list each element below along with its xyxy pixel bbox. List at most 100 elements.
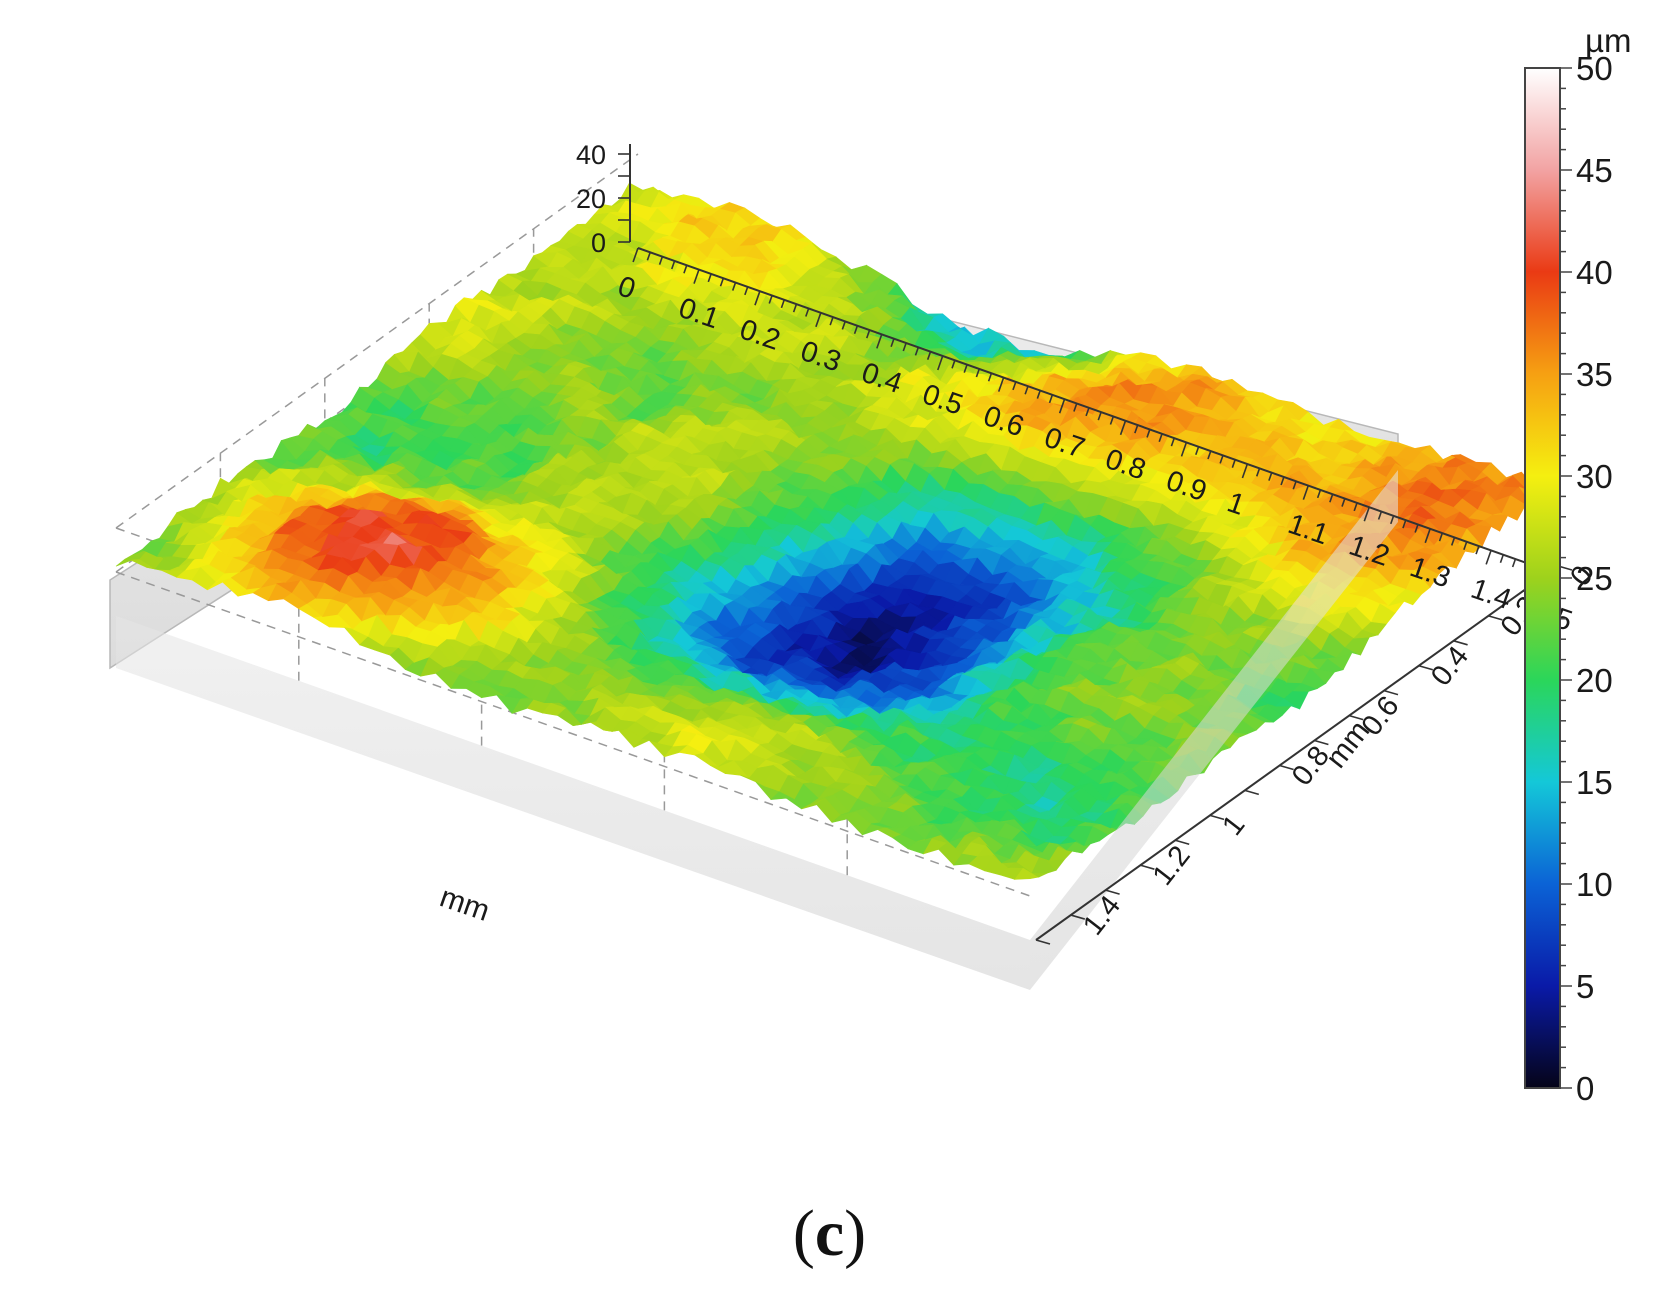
x-tick-mark — [1170, 437, 1175, 447]
y-tick-mark — [1140, 864, 1155, 870]
x-tick-mark — [1450, 537, 1456, 546]
x-tick-mark — [1231, 459, 1236, 468]
y-tick-mark — [1418, 664, 1434, 671]
colorbar-tick-label: 5 — [1576, 968, 1594, 1005]
x-tick-mark — [1511, 558, 1517, 568]
x-tick-mark — [1499, 554, 1505, 563]
colorbar-tick-label: 30 — [1576, 458, 1613, 495]
z-axis-ticks: 0 20 40 — [576, 140, 630, 258]
x-tick-mark — [731, 282, 737, 291]
y-tick-mark — [1244, 789, 1260, 796]
x-tick-mark — [1048, 394, 1054, 404]
x-tick-mark — [963, 364, 968, 373]
panel-label: (c) — [792, 1197, 867, 1270]
x-tick-mark — [997, 377, 1005, 392]
x-tick-mark — [987, 373, 993, 382]
x-tick-mark — [876, 334, 883, 349]
x-tick-mark — [1280, 476, 1285, 486]
x-tick-mark — [951, 360, 956, 369]
x-tick-mark — [1390, 515, 1395, 525]
y-tick-mark — [1383, 689, 1399, 696]
x-tick-mark — [1353, 502, 1358, 512]
x-tick-mark — [1085, 407, 1090, 417]
x-tick-mark — [841, 321, 846, 330]
colorbar-tick-label: 20 — [1576, 662, 1613, 699]
y-tick-label: 0.4 — [1425, 641, 1475, 692]
x-tick-mark — [1341, 498, 1346, 507]
x-tick-mark — [744, 286, 749, 296]
x-tick-mark — [829, 316, 834, 326]
x-axis-line — [637, 247, 1553, 573]
x-tick-mark — [1180, 442, 1188, 457]
x-tick-mark — [1058, 398, 1066, 414]
x-tick-mark — [853, 325, 859, 335]
x-tick-mark — [1255, 468, 1261, 477]
x-tick-mark — [926, 351, 932, 360]
x-tick-mark — [683, 265, 688, 274]
y-tick-mark — [1488, 615, 1503, 621]
y-tick-mark — [1035, 939, 1051, 945]
x-tick-mark — [1424, 528, 1431, 544]
y-tick-mark — [1348, 714, 1364, 721]
x-tick-mark — [1402, 519, 1407, 529]
front-wall-right — [1030, 470, 1398, 990]
x-tick-mark — [1485, 550, 1492, 565]
axis-lines — [629, 144, 1559, 941]
z-tick-label: 0 — [591, 228, 606, 258]
x-tick-mark — [632, 247, 639, 263]
x-tick-mark — [1414, 524, 1419, 533]
x-tick-mark — [865, 329, 871, 339]
wall-gridline — [115, 153, 639, 529]
y-tick-mark — [1453, 640, 1468, 646]
y-tick-mark — [1070, 914, 1086, 920]
colorbar — [1524, 67, 1561, 1089]
colorbar-tick-label: 0 — [1576, 1070, 1594, 1107]
x-tick-mark — [1036, 390, 1041, 399]
x-tick-mark — [1024, 385, 1029, 395]
colorbar-tick-label: 25 — [1576, 560, 1613, 597]
x-tick-mark — [975, 368, 980, 378]
x-tick-mark — [719, 277, 725, 287]
x-tick-mark — [754, 290, 761, 306]
x-tick-mark — [1316, 489, 1322, 499]
x-tick-mark — [1268, 472, 1273, 481]
colorbar-tick-label: 15 — [1576, 764, 1613, 801]
y-tick-mark — [1105, 889, 1120, 895]
x-tick-mark — [1134, 424, 1139, 434]
x-tick-mark — [707, 273, 712, 283]
x-tick-mark — [1377, 511, 1383, 520]
colorbar-unit: µm — [1585, 22, 1632, 59]
y-tick-label: 1.2 — [1147, 840, 1197, 891]
x-tick-mark — [890, 338, 895, 347]
colorbar-tick-label: 10 — [1576, 866, 1613, 903]
x-tick-mark — [1329, 493, 1334, 503]
x-tick-mark — [1207, 450, 1212, 460]
y-tick-mark — [1209, 814, 1225, 821]
z-tick-label: 20 — [576, 184, 606, 214]
colorbar-tick-label: 45 — [1576, 152, 1613, 189]
colorbar-tick-label: 35 — [1576, 356, 1613, 393]
x-tick-mark — [805, 308, 810, 317]
front-wall-left — [116, 616, 1030, 990]
x-tick-mark — [658, 256, 664, 265]
x-tick-mark — [693, 269, 700, 284]
y-tick-label: 1 — [1216, 809, 1251, 841]
y-tick-mark — [1174, 839, 1190, 846]
x-tick-mark — [646, 252, 651, 261]
x-axis-label: mm — [436, 880, 494, 927]
x-tick-mark — [1219, 455, 1224, 464]
x-tick-mark — [1073, 403, 1078, 412]
x-tick-mark — [768, 295, 773, 304]
y-axis-line — [1035, 565, 1559, 941]
colorbar-tick-label: 50 — [1576, 50, 1613, 87]
x-tick-mark — [1302, 485, 1310, 500]
x-tick-mark — [1195, 446, 1200, 455]
x-tick-mark — [1475, 545, 1480, 555]
x-tick-mark — [780, 299, 785, 309]
x-tick-mark — [1438, 532, 1444, 542]
x-tick-mark — [1241, 463, 1249, 479]
x-tick-mark — [1109, 416, 1115, 425]
x-tick-mark — [1119, 420, 1127, 436]
colorbar-ticks: 0 5 10 15 20 25 30 35 40 45 50 — [1560, 50, 1613, 1107]
